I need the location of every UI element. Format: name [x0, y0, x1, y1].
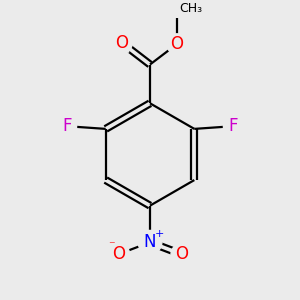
- Text: +: +: [154, 229, 164, 239]
- Text: O: O: [170, 35, 183, 53]
- Text: O: O: [116, 34, 128, 52]
- Circle shape: [167, 34, 187, 54]
- Text: CH₃: CH₃: [180, 2, 203, 16]
- Circle shape: [108, 243, 130, 265]
- Text: F: F: [62, 117, 72, 135]
- Circle shape: [171, 244, 191, 264]
- Text: O: O: [112, 245, 125, 263]
- Circle shape: [112, 33, 132, 53]
- Circle shape: [57, 116, 76, 136]
- Text: N: N: [144, 233, 156, 251]
- Text: ⁻: ⁻: [108, 239, 115, 252]
- Circle shape: [224, 116, 243, 136]
- Text: O: O: [175, 245, 188, 263]
- Text: F: F: [228, 117, 238, 135]
- Circle shape: [138, 230, 162, 254]
